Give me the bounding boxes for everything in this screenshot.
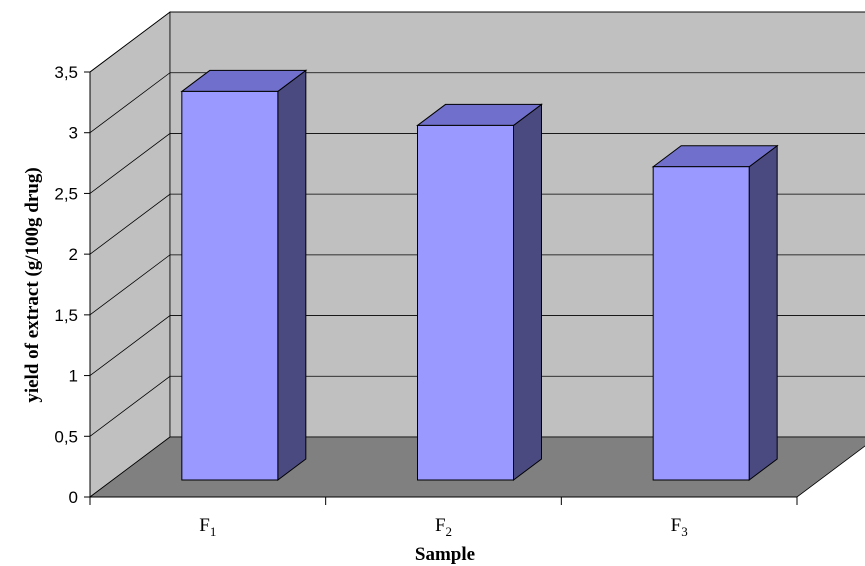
y-tick-label: 1,5 [54, 306, 78, 325]
gridline [89, 133, 865, 194]
axes [84, 71, 798, 505]
bar [651, 144, 779, 481]
gridline [89, 11, 865, 73]
y-tick-label: 3,5 [54, 63, 78, 82]
bar-front [652, 166, 750, 481]
gridline [89, 72, 865, 134]
y-axis-title: yield of extract (g/100g drug) [22, 167, 43, 402]
y-tick-label: 0,5 [54, 427, 78, 446]
bar-side [277, 69, 307, 481]
y-tick-labels: 0 0,5 1 1,5 2 2,5 3 3,5 [54, 63, 78, 507]
x-axis-title: Sample [415, 544, 475, 565]
y-tick-label: 3 [69, 124, 78, 143]
y-tick-label: 1 [69, 367, 78, 386]
bar [180, 69, 308, 481]
gridline [89, 254, 865, 316]
y-tick-label: 0 [69, 488, 78, 507]
x-tick-label: F1 [199, 515, 216, 539]
x-tick-label: F3 [671, 515, 688, 539]
x-category-labels: F1 F2 F3 [199, 515, 687, 539]
gridlines [89, 11, 865, 437]
bar-front [417, 124, 514, 481]
bar-side [513, 103, 542, 481]
side-wall [89, 11, 171, 498]
gridline [89, 315, 865, 376]
gridline [89, 193, 865, 255]
x-tick-label: F2 [435, 515, 452, 539]
bar [416, 103, 543, 481]
bars [180, 69, 779, 481]
bar-front [181, 90, 279, 481]
bar-side [748, 144, 778, 481]
y-tick-label: 2,5 [54, 184, 78, 203]
gridline [89, 375, 865, 437]
y-tick-label: 2 [69, 245, 78, 264]
